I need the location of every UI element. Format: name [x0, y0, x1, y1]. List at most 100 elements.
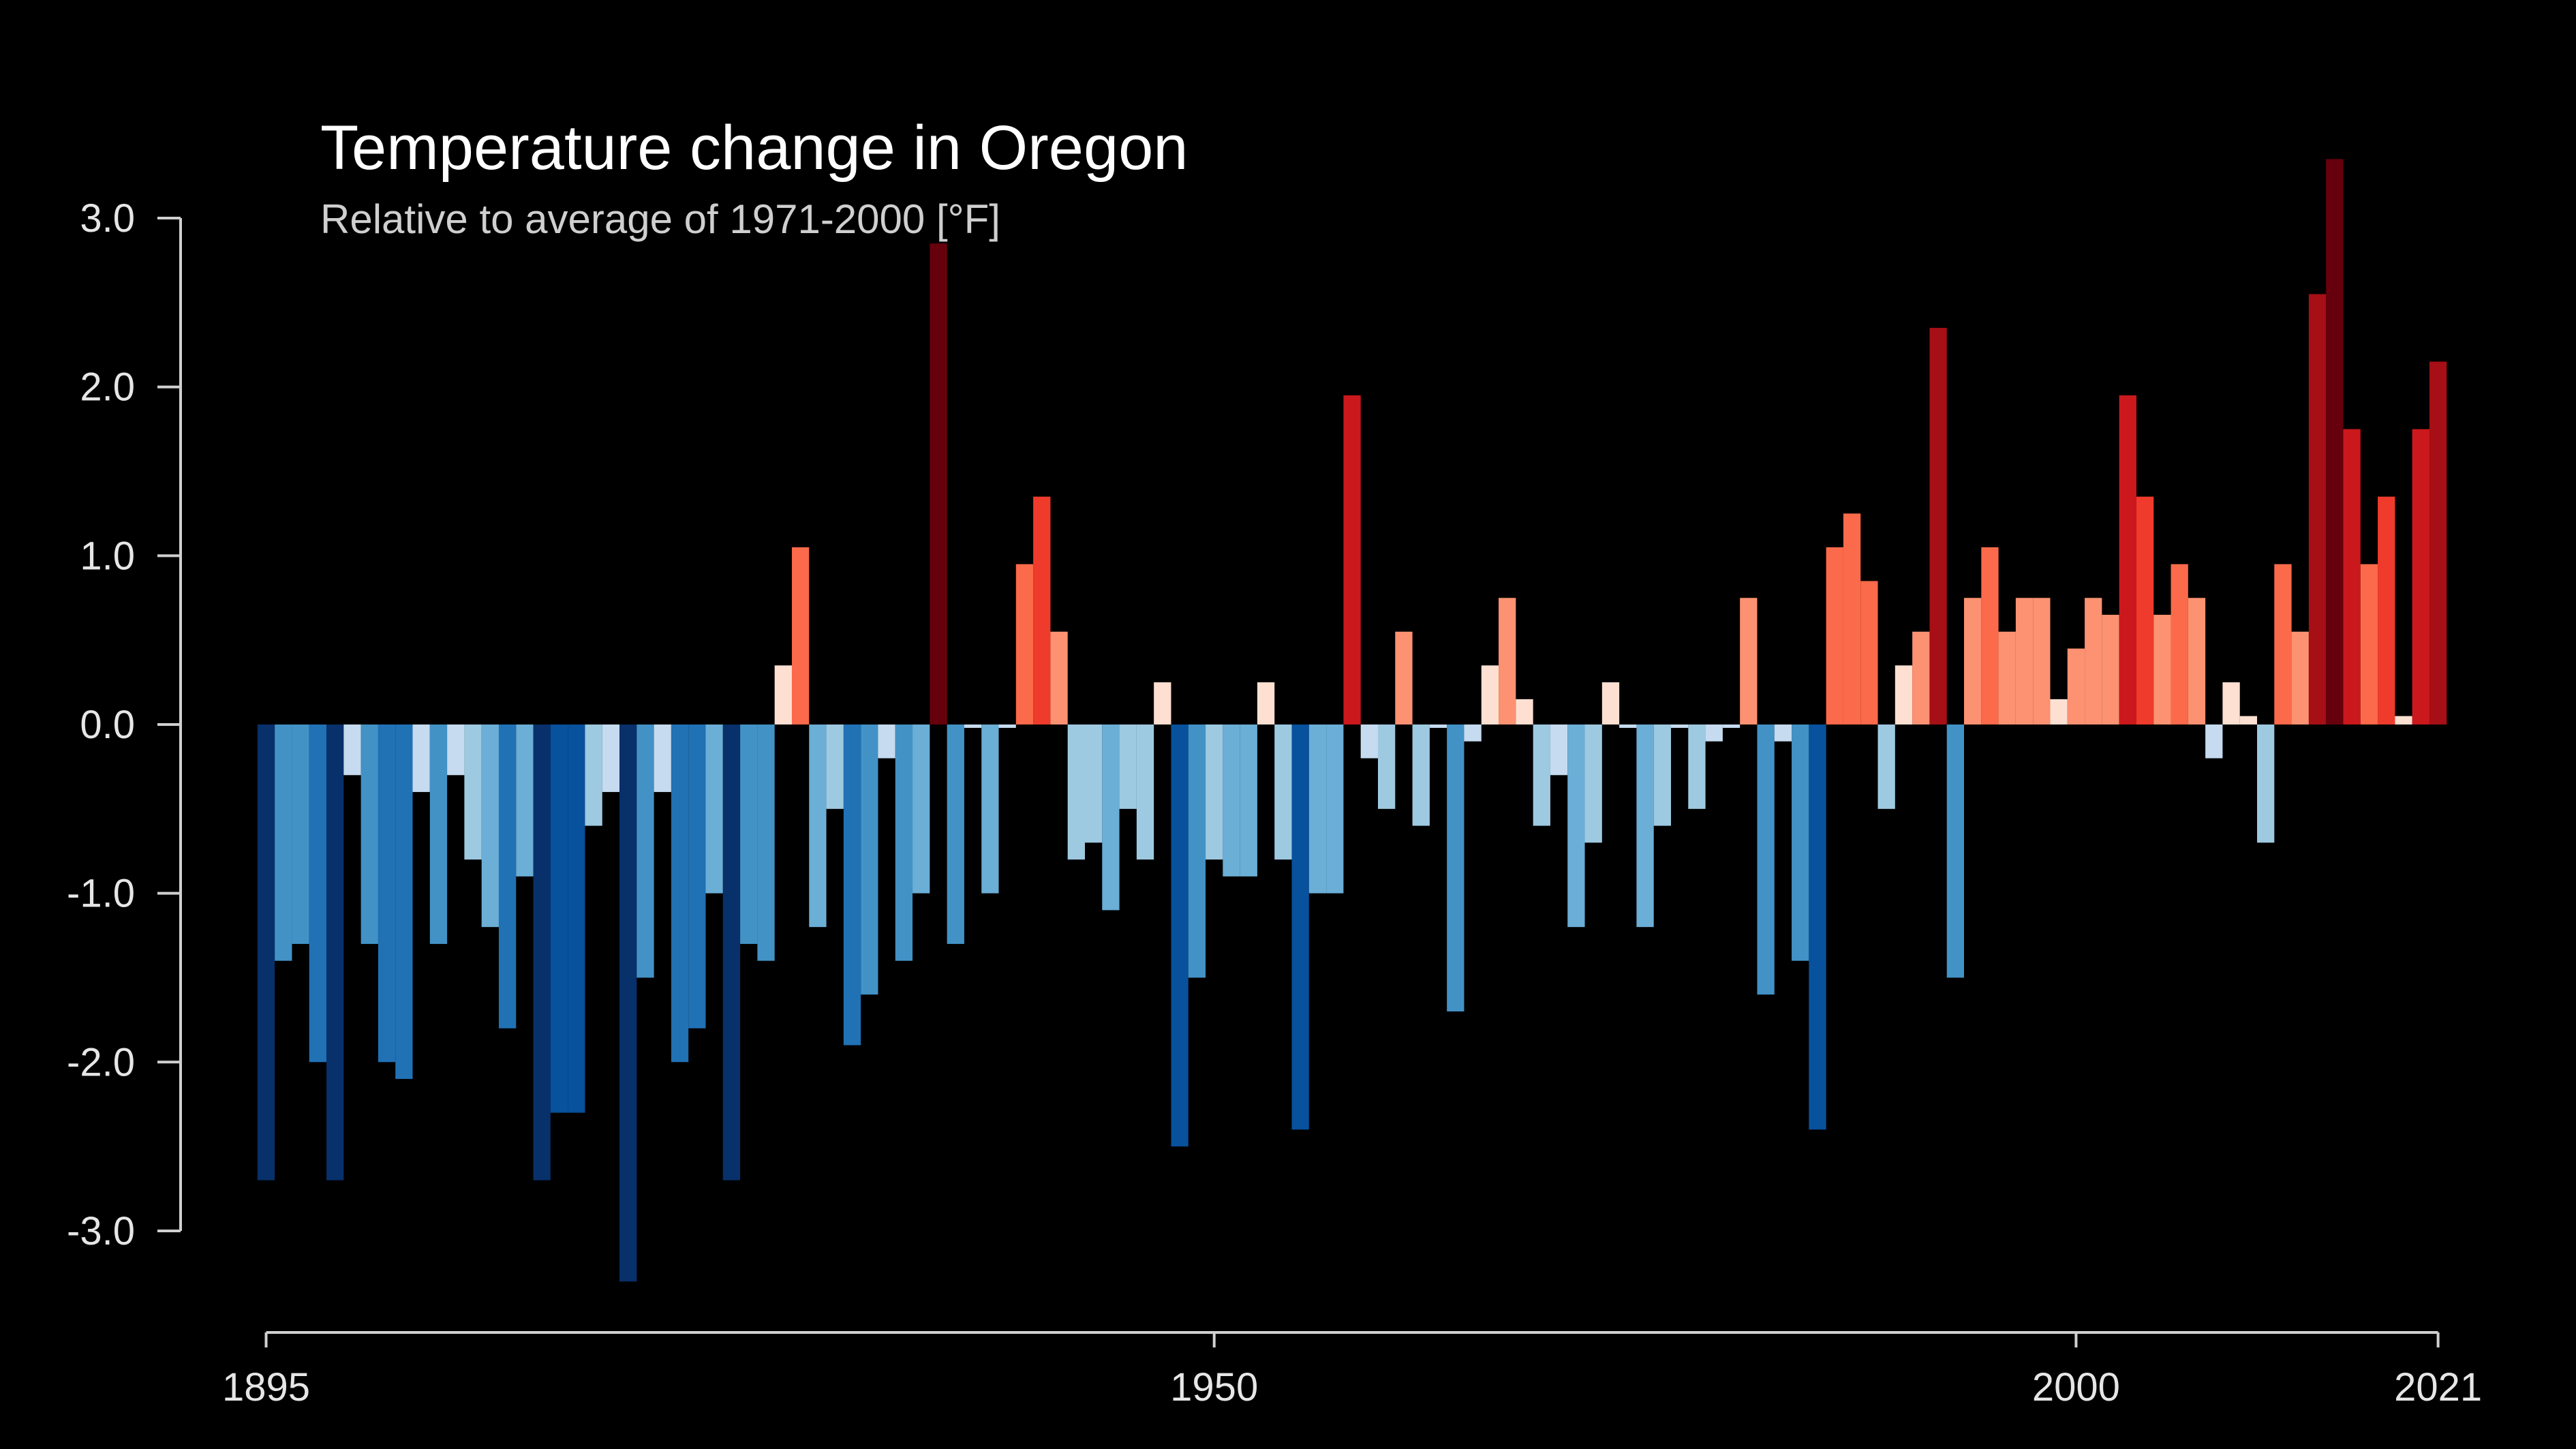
bar: [774, 665, 792, 724]
bar: [1136, 724, 1154, 860]
bar: [913, 724, 930, 894]
bar: [619, 724, 637, 1282]
bar: [2033, 598, 2051, 724]
bar: [2136, 496, 2154, 724]
bar: [1206, 724, 1223, 860]
bar: [1740, 598, 1758, 724]
y-tick-label: 0.0: [80, 703, 135, 747]
bar: [809, 724, 827, 928]
bar: [981, 724, 999, 894]
bar: [1550, 724, 1568, 776]
bar: [1154, 682, 1171, 724]
bar: [1102, 724, 1120, 911]
bar: [826, 724, 844, 809]
bar: [705, 724, 723, 894]
bar: [568, 724, 585, 1113]
bar: [1567, 724, 1585, 928]
bar: [2429, 361, 2447, 724]
bar: [2153, 615, 2171, 724]
bar: [2291, 631, 2309, 724]
bar: [895, 724, 913, 961]
bar: [2326, 159, 2344, 725]
bar: [1481, 665, 1499, 724]
bar: [1757, 724, 1775, 995]
x-tick-label: 2000: [2032, 1365, 2120, 1409]
bar: [1809, 724, 1826, 1130]
bar: [861, 724, 878, 995]
bar: [1188, 724, 1206, 978]
bar: [2205, 724, 2223, 759]
bar: [1447, 724, 1465, 1011]
bar: [1429, 724, 1447, 728]
bar: [2412, 429, 2429, 724]
bar: [1929, 328, 1947, 724]
bar: [343, 724, 361, 776]
bar: [930, 243, 947, 724]
x-tick-label: 1895: [222, 1365, 310, 1409]
bar: [2308, 294, 2327, 724]
bar: [1705, 724, 1723, 742]
bar: [1274, 724, 1292, 860]
bar: [878, 724, 895, 759]
bar: [1946, 724, 1965, 978]
chart-subtitle: Relative to average of 1971-2000 [°F]: [320, 196, 1000, 242]
bar: [412, 724, 430, 793]
bar: [1636, 724, 1654, 928]
bar: [1584, 724, 1602, 843]
bar: [964, 724, 982, 728]
bar: [2222, 682, 2240, 724]
bar: [516, 724, 534, 876]
bar: [1291, 724, 1309, 1130]
bar: [1240, 724, 1257, 876]
bar: [464, 724, 482, 860]
bar: [2239, 716, 2258, 724]
bar: [2050, 699, 2068, 724]
bar: [1895, 665, 1913, 724]
bar: [2171, 564, 2188, 724]
bar: [1912, 631, 1930, 724]
bar: [292, 724, 309, 944]
bar: [1499, 598, 1516, 724]
bar: [2102, 615, 2119, 724]
bar: [447, 724, 465, 776]
bar: [1067, 724, 1085, 860]
bar: [671, 724, 689, 1063]
bar: [275, 724, 292, 961]
bar: [2395, 716, 2412, 724]
x-tick-label: 1950: [1170, 1365, 1258, 1409]
bar: [2085, 598, 2102, 724]
bar: [309, 724, 327, 1063]
bar: [1326, 724, 1344, 894]
bar: [1792, 724, 1809, 961]
bar: [498, 724, 517, 1028]
bar: [550, 724, 568, 1113]
bar: [2378, 496, 2395, 724]
bar: [1964, 598, 1982, 724]
bar: [1050, 631, 1068, 724]
bar: [2188, 598, 2206, 724]
y-tick-label: 3.0: [80, 196, 135, 241]
bar: [947, 724, 964, 944]
bar: [1653, 724, 1671, 826]
bar: [481, 724, 499, 928]
bar: [1464, 724, 1482, 742]
bar: [429, 724, 448, 944]
bar: [654, 724, 671, 793]
bar: [757, 724, 775, 961]
bar: [1688, 724, 1706, 809]
bar: [1395, 631, 1413, 724]
bar: [2257, 724, 2275, 843]
bar: [1119, 724, 1137, 809]
bar: [998, 724, 1016, 728]
bar: [1171, 724, 1189, 1147]
bar: [1533, 724, 1550, 826]
bar: [326, 724, 344, 1180]
y-tick-label: -1.0: [67, 872, 135, 916]
bar: [1601, 682, 1620, 724]
bar: [1860, 581, 1878, 724]
bar: [2274, 564, 2292, 724]
bar: [637, 724, 654, 978]
bar: [843, 724, 861, 1046]
bar: [2360, 564, 2378, 724]
